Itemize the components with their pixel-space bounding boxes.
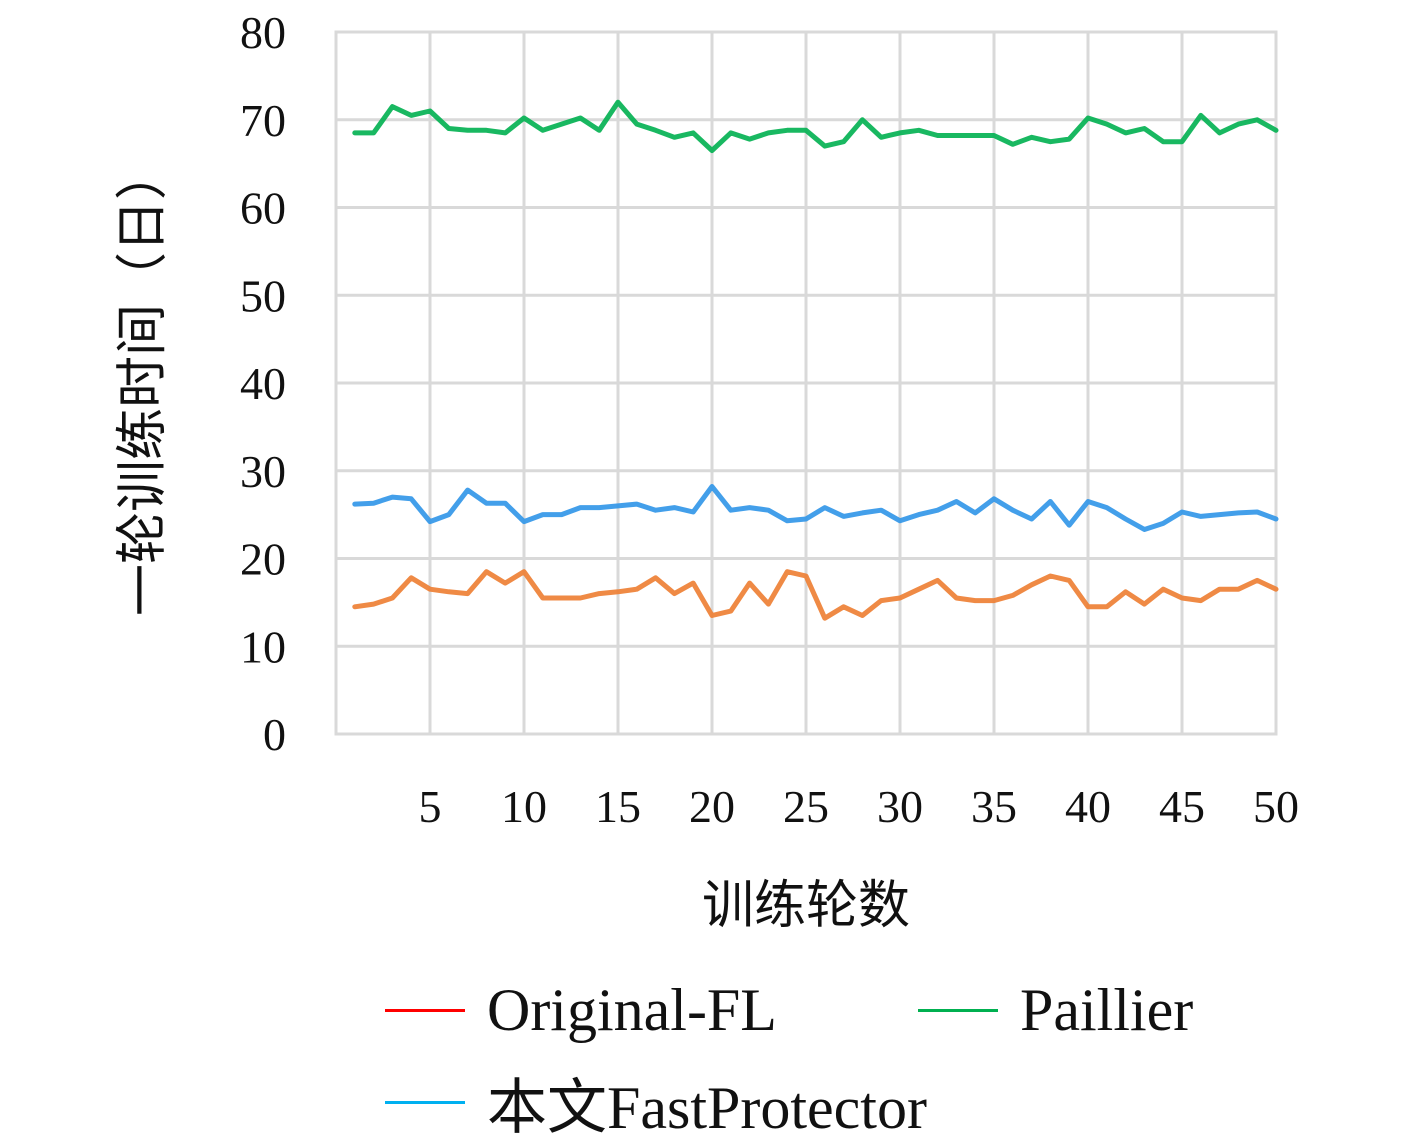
- legend-item-fastprotector: 本文FastProtector: [385, 1067, 927, 1141]
- x-axis-title: 训练轮数: [702, 876, 910, 936]
- legend-item-original-fl: Original-FL: [385, 975, 777, 1045]
- x-tick-label: 45: [1159, 781, 1205, 832]
- y-axis-title: 一轮训练时间（日）: [113, 148, 173, 616]
- chart-series-lines: [352, 99, 1279, 621]
- x-tick-label: 25: [783, 781, 829, 832]
- y-tick-label: 20: [240, 534, 286, 585]
- x-tick-label: 50: [1253, 781, 1299, 832]
- x-tick-label: 5: [419, 781, 442, 832]
- legend-label: Paillier: [1020, 976, 1194, 1043]
- series-line-2: [352, 484, 1279, 532]
- x-tick-label: 35: [971, 781, 1017, 832]
- x-tick-label: 20: [689, 781, 735, 832]
- chart-grid: [334, 30, 1278, 736]
- y-tick-label: 50: [240, 270, 286, 321]
- line-chart: 0 10 20 30 40 50 60 70 80 5 10 15 20 25 30 35 40 45 50 训练…: [113, 7, 1300, 936]
- legend-swatch-original-fl: [385, 1008, 465, 1012]
- x-axis-ticks: 5 10 15 20 25 30 35 40 45 50: [419, 781, 1300, 832]
- series-line-0: [352, 569, 1279, 621]
- legend-label: 本文FastProtector: [487, 1074, 927, 1141]
- legend-swatch-fastprotector: [385, 1100, 465, 1104]
- x-tick-label: 15: [595, 781, 641, 832]
- legend-item-paillier: Paillier: [918, 975, 1193, 1045]
- y-tick-label: 60: [240, 183, 286, 234]
- y-axis-ticks: 0 10 20 30 40 50 60 70 80: [240, 7, 286, 760]
- x-tick-label: 10: [501, 781, 547, 832]
- y-tick-label: 40: [240, 358, 286, 409]
- chart-legend: Original-FL Paillier 本文FastProtector: [380, 975, 1280, 1145]
- y-tick-label: 70: [240, 95, 286, 146]
- legend-swatch-paillier: [918, 1008, 998, 1012]
- legend-label: Original-FL: [487, 976, 777, 1043]
- y-tick-label: 30: [240, 446, 286, 497]
- series-line-1: [352, 99, 1279, 153]
- x-tick-label: 40: [1065, 781, 1111, 832]
- x-tick-label: 30: [877, 781, 923, 832]
- y-tick-label: 80: [240, 7, 286, 58]
- y-tick-label: 10: [240, 621, 286, 672]
- y-tick-label: 0: [263, 709, 286, 760]
